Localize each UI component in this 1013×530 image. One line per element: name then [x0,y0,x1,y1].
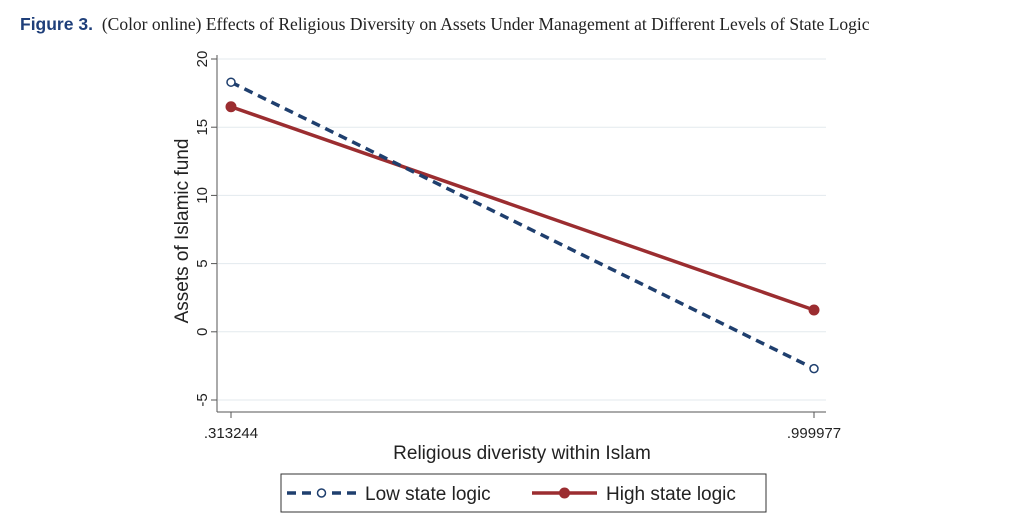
figure-caption: Figure 3. (Color online) Effects of Reli… [20,14,870,35]
x-ticks: .313244 .999977 [204,412,841,442]
x-tick-label: .313244 [204,425,258,442]
series-group [225,77,820,374]
y-tick-label: -5 [194,393,211,406]
legend: Low state logic High state logic [280,473,767,513]
y-tick-label: 15 [194,119,211,136]
x-axis-title: Religious diveristy within Islam [393,443,651,464]
y-tick-label: 5 [194,259,211,267]
data-point [808,304,820,316]
y-axis-title: Assets of Islamic fund [172,139,193,324]
y-ticks: -5 0 5 10 15 20 [194,51,217,407]
y-tick-label: 0 [194,328,211,336]
data-point [809,363,819,374]
figure-label: Figure 3. [20,14,93,34]
figure-caption-text: (Color online) Effects of Religious Dive… [101,14,870,34]
series-line-high-state-logic [230,105,815,312]
legend-swatch-marker [559,487,570,499]
legend-box [280,473,767,513]
data-point [225,101,237,113]
y-tick-label: 20 [194,51,211,68]
data-point [226,77,236,87]
y-tick-label: 10 [194,187,211,204]
x-tick-label: .999977 [787,425,841,442]
legend-label: Low state logic [365,484,491,505]
axes [216,55,826,413]
grid-lines [218,58,826,401]
series-line-low-state-logic [230,80,815,371]
legend-label: High state logic [606,484,736,505]
legend-swatch-marker [316,488,327,498]
